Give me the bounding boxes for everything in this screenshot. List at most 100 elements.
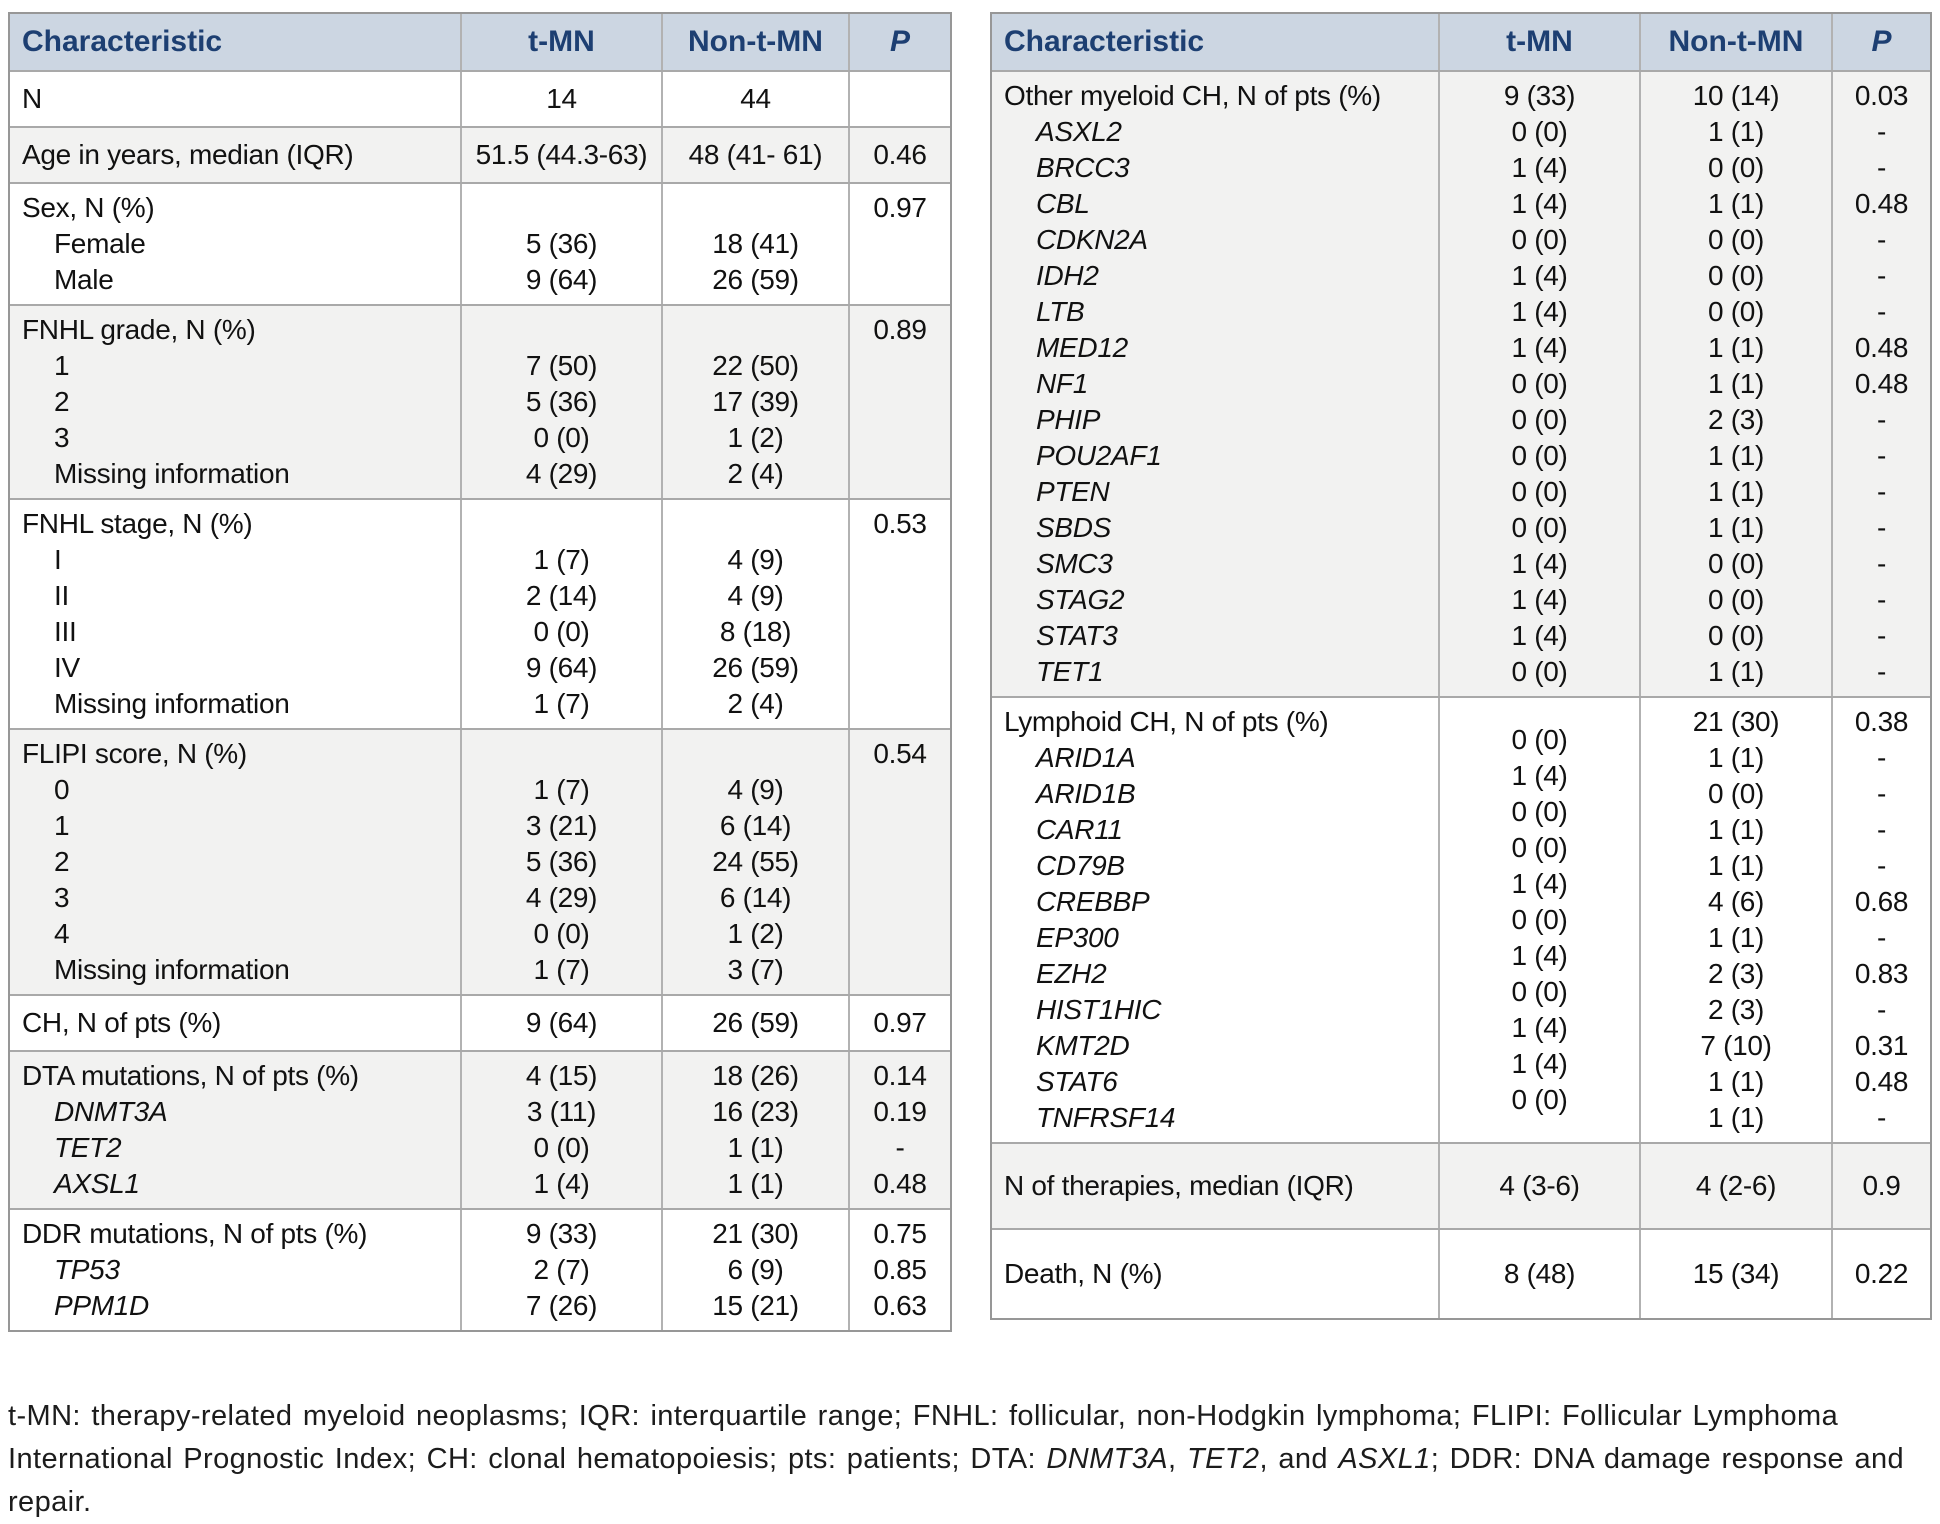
cell-non-tmn-value: 1 (1)	[1707, 1066, 1765, 1097]
cell-non-tmn-value: 1 (1)	[1707, 116, 1765, 147]
cell-tmn-value: 4 (15)	[525, 1060, 598, 1091]
cell-tmn-value: 1 (4)	[1511, 940, 1568, 971]
cell-p-value	[850, 916, 950, 952]
cell-non-tmn-value: 1 (2)	[727, 918, 784, 949]
cell-non-tmn-value: 3 (7)	[727, 954, 784, 985]
row-label: PTEN	[1036, 476, 1110, 507]
col-non-tmn: 4 (2-6)	[1639, 1144, 1831, 1228]
col-characteristic: FNHL stage, N (%) I II III IV Missing informa…	[10, 500, 460, 728]
col-tmn: 9 (33) 2 (7) 7 (26)	[460, 1210, 661, 1330]
cell-p-value: -	[895, 1132, 905, 1163]
cell-p-value: -	[1876, 656, 1887, 687]
row-label: DTA mutations, N of pts (%)	[22, 1060, 359, 1091]
cell-non-tmn-value: 4 (9)	[727, 580, 784, 611]
row-label: Male	[54, 264, 114, 295]
cell-non-tmn-value: 1 (2)	[727, 422, 784, 453]
row-label: Female	[54, 228, 146, 259]
col-tmn: 1 (7) 2 (14) 0 (0) 9 (64) 1 (7)	[460, 500, 661, 728]
cell-non-tmn-value: 17 (39)	[712, 386, 799, 417]
cell-p-value: 0.63	[873, 1290, 927, 1321]
cell-p-value	[850, 844, 950, 880]
row-label: 2	[54, 846, 70, 877]
col-characteristic: N of therapies, median (IQR)	[992, 1144, 1438, 1228]
cell-non-tmn-value: 6 (14)	[719, 882, 792, 913]
col-p: 0.89	[848, 306, 950, 498]
cell-tmn-value: 1 (4)	[1511, 296, 1568, 327]
col-non-tmn: 21 (30) 1 (1) 0 (0) 1 (1) 1 (1) 4 (6) 1 (1) 2 (…	[1639, 698, 1831, 1142]
col-tmn: 0 (0) 1 (4) 0 (0) 0 (0) 1 (4) 0 (0) 1 (4) 0 (0)…	[1438, 698, 1639, 1142]
cell-tmn-value: 0 (0)	[533, 616, 590, 647]
cell-tmn-value: 0 (0)	[1511, 832, 1568, 863]
cell-tmn-value: 2 (7)	[533, 1254, 590, 1285]
col-tmn: 5 (36) 9 (64)	[460, 184, 661, 304]
row-group: N 14 44	[10, 70, 950, 126]
row-group: Sex, N (%) Female Male 5 (36) 9 (64) 18 (41…	[10, 182, 950, 304]
row-label: TET1	[1036, 656, 1104, 687]
cell-p-value	[850, 384, 950, 420]
cell-non-tmn-value: 15 (34)	[1692, 1258, 1780, 1289]
cell-tmn-value: 7 (50)	[525, 350, 598, 381]
row-label: 2	[54, 386, 70, 417]
row-label: NF1	[1036, 368, 1088, 399]
row-label: N of therapies, median (IQR)	[1004, 1170, 1354, 1201]
cell-non-tmn-value: 1 (1)	[1707, 476, 1765, 507]
row-label: FNHL grade, N (%)	[22, 314, 256, 345]
row-label: III	[54, 616, 77, 647]
right-table-body: Other myeloid CH, N of pts (%) ASXL2 BRCC3…	[992, 70, 1930, 1318]
cell-tmn-value: 0 (0)	[1511, 724, 1568, 755]
cell-tmn-value: 1 (7)	[533, 954, 590, 985]
cell-p-value	[850, 614, 950, 650]
cell-non-tmn-value: 21 (30)	[712, 1218, 799, 1249]
cell-tmn-value	[462, 190, 661, 226]
row-label: Lymphoid CH, N of pts (%)	[1004, 706, 1329, 737]
column-header-characteristic: Characteristic	[22, 25, 223, 58]
left-table-body: N 14 44 Age in years, median (IQR) 51.5 (44…	[10, 70, 950, 1330]
cell-p-value: 0.54	[873, 738, 927, 769]
col-p	[848, 72, 950, 126]
col-p: 0.03 - - 0.48 - - - 0.48 0.48 - - - - - - - -	[1831, 72, 1930, 696]
col-characteristic: FNHL grade, N (%) 1 2 3 Missing information	[10, 306, 460, 498]
footnote-text: t-MN: therapy-related myeloid neoplasms;…	[8, 1400, 1839, 1475]
cell-non-tmn-value	[663, 312, 848, 348]
cell-non-tmn-value: 0 (0)	[1707, 260, 1765, 291]
row-group: FLIPI score, N (%) 0 1 2 3 4 Missing informati…	[10, 728, 950, 994]
cell-p-value: 0.97	[873, 192, 927, 223]
cell-tmn-value: 1 (7)	[533, 688, 590, 719]
cell-non-tmn-value: 1 (1)	[1707, 1102, 1765, 1133]
col-tmn: 51.5 (44.3-63)	[460, 128, 661, 182]
row-group: Lymphoid CH, N of pts (%) ARID1A ARID1B CAR…	[992, 696, 1930, 1142]
cell-non-tmn-value: 26 (59)	[712, 652, 799, 683]
cell-tmn-value: 0 (0)	[533, 1132, 590, 1163]
cell-non-tmn-value: 2 (3)	[1707, 994, 1765, 1025]
cell-non-tmn-value: 16 (23)	[712, 1096, 799, 1127]
row-label: 0	[54, 774, 70, 805]
cell-p-value: -	[1876, 404, 1887, 435]
cell-tmn-value: 1 (4)	[1511, 1012, 1568, 1043]
col-tmn: 9 (64)	[460, 996, 661, 1050]
cell-p-value	[850, 880, 950, 916]
cell-non-tmn-value: 1 (1)	[1707, 188, 1765, 219]
row-label: 1	[54, 350, 70, 381]
col-non-tmn: 18 (41) 26 (59)	[661, 184, 848, 304]
cell-tmn-value: 9 (64)	[525, 652, 598, 683]
cell-tmn-value: 1 (4)	[1511, 620, 1568, 651]
cell-tmn-value: 0 (0)	[1511, 512, 1568, 543]
cell-non-tmn-value	[663, 736, 848, 772]
cell-non-tmn-value: 1 (1)	[1707, 922, 1765, 953]
cell-non-tmn-value: 4 (9)	[727, 774, 784, 805]
cell-p-value: 0.48	[1854, 188, 1909, 219]
cell-non-tmn-value: 1 (1)	[1707, 368, 1765, 399]
row-label: ASXL2	[1036, 116, 1122, 147]
cell-non-tmn-value: 0 (0)	[1707, 296, 1765, 327]
cell-tmn-value: 0 (0)	[1511, 656, 1568, 687]
cell-p-value: -	[1876, 116, 1887, 147]
cell-non-tmn-value	[663, 506, 848, 542]
row-label: Death, N (%)	[1004, 1258, 1163, 1289]
row-label: PHIP	[1036, 404, 1101, 435]
row-label: STAG2	[1036, 584, 1125, 615]
row-label: DDR mutations, N of pts (%)	[22, 1218, 368, 1249]
cell-p-value: -	[1876, 224, 1887, 255]
column-header-characteristic: Characteristic	[1004, 25, 1205, 58]
row-label: LTB	[1036, 296, 1085, 327]
cell-p-value: -	[1876, 584, 1887, 615]
